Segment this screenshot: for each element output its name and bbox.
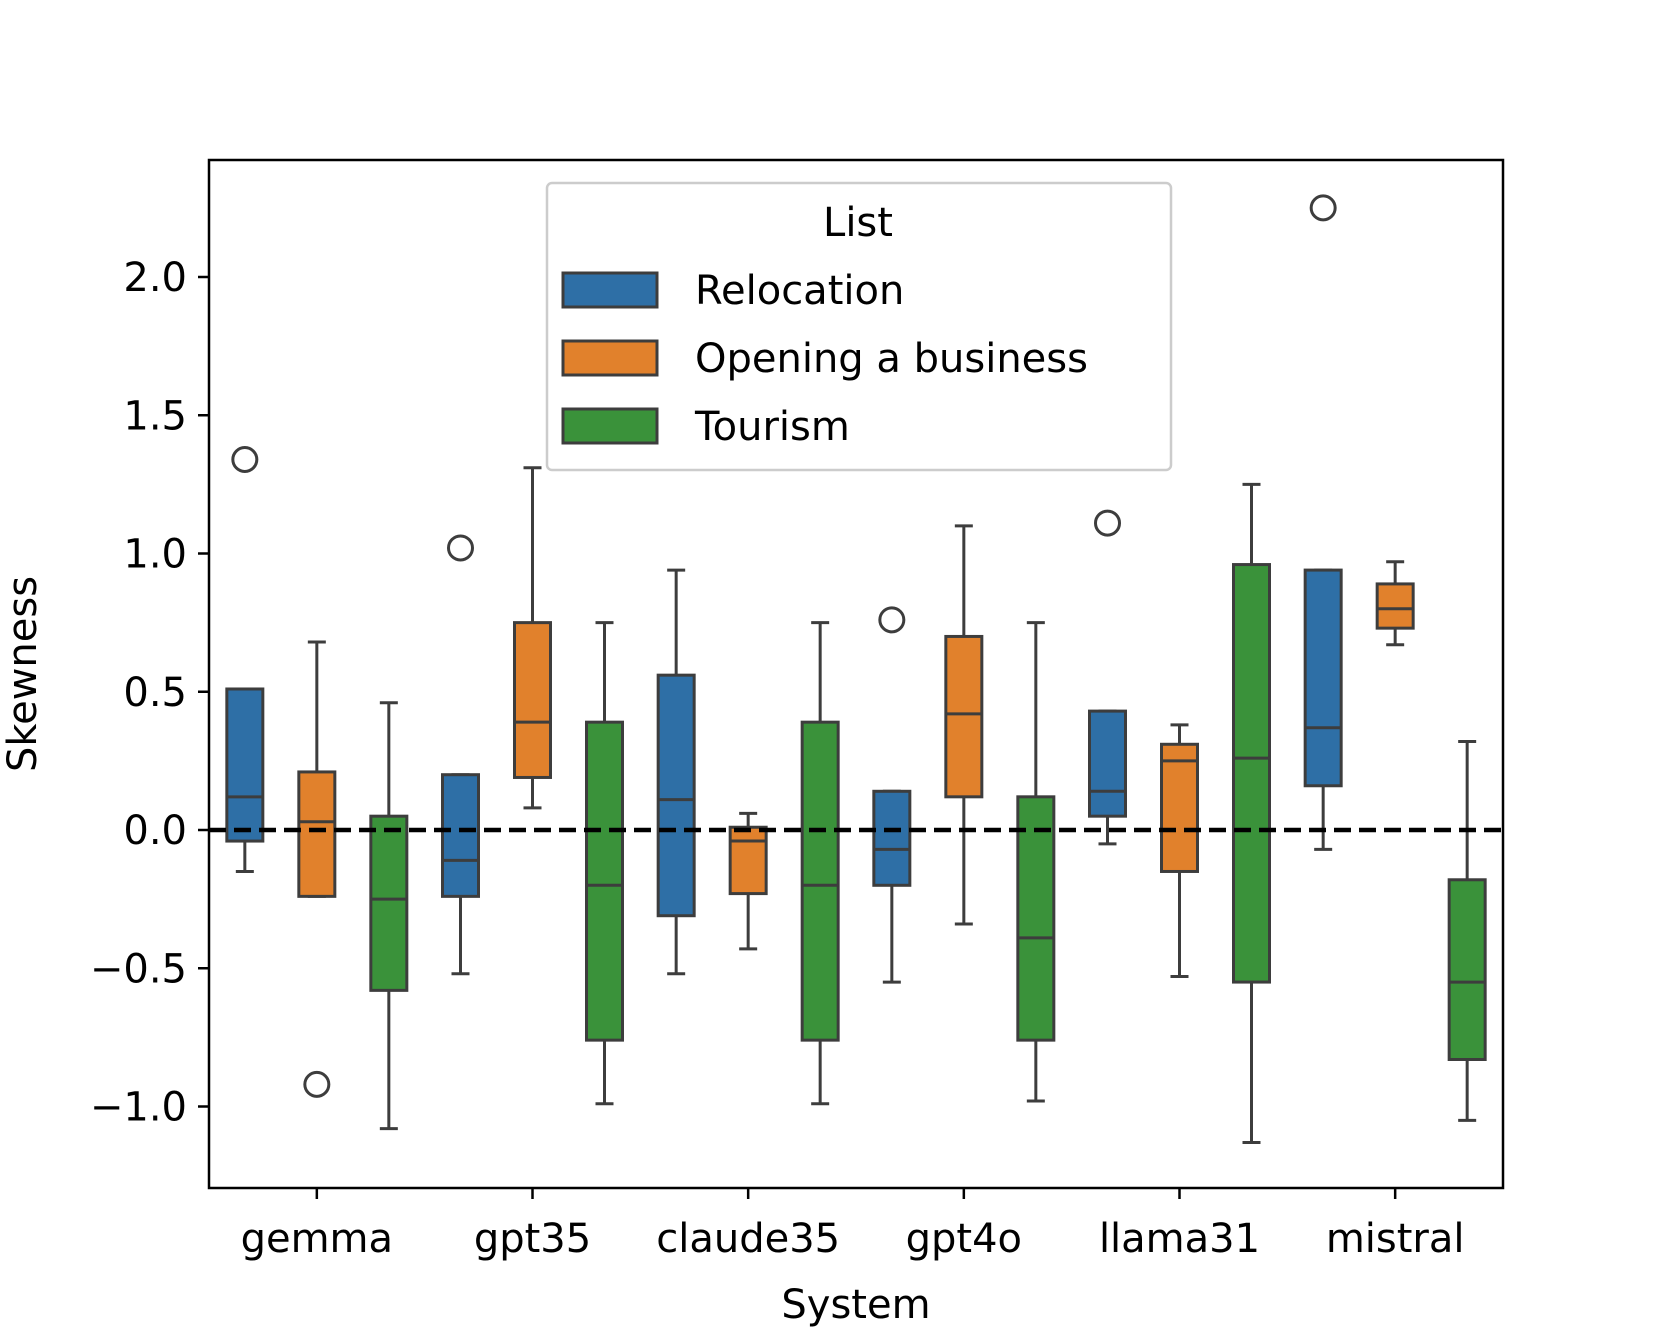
x-tick-label: mistral [1326,1216,1465,1262]
box-iqr [728,825,768,896]
x-tick-label: gpt35 [474,1216,591,1262]
x-tick-label: llama31 [1099,1216,1260,1262]
box-llama31-2 [1232,482,1271,1144]
outlier-point [303,1070,331,1098]
box-claude35-1 [728,811,768,951]
legend: List Relocation Opening a business Tourism [545,181,1173,472]
x-tick-label: gemma [241,1216,393,1262]
legend-swatch [561,407,659,445]
x-axis: gemma gpt35 claude35 gpt4o llama31 mistral [241,1188,1465,1262]
outlier-point [1094,509,1121,537]
legend-label: Tourism [694,404,850,450]
box-gemma-2 [369,701,409,1131]
y-tick-label: −0.5 [90,946,187,992]
box-mistral-0 [1303,194,1343,851]
box-iqr [1447,878,1487,1061]
y-tick-label: 1.0 [123,532,187,578]
box-iqr [585,720,624,1042]
box-iqr [513,621,552,779]
legend-swatch [561,339,659,377]
legend-item: Relocation [561,268,904,314]
box-iqr [944,634,984,799]
x-tick-label: gpt4o [906,1216,1022,1262]
legend-items: Relocation Opening a business Tourism [561,268,1088,450]
legend-title: List [823,200,893,246]
box-gemma-1 [297,640,337,1098]
outlier-point [231,445,259,473]
box-iqr [441,773,480,898]
x-axis-label: System [781,1282,930,1328]
box-mistral-1 [1375,560,1415,647]
box-gpt4o-1 [944,524,984,926]
box-iqr [1088,709,1127,818]
box-gpt35-0 [441,534,480,976]
box-iqr [297,770,337,898]
boxes-layer [225,194,1487,1144]
legend-label: Relocation [695,268,904,314]
y-tick-label: 0.0 [123,808,187,854]
box-claude35-0 [656,568,696,976]
y-axis: −1.0 −0.5 0.0 0.5 1.0 1.5 2.0 [90,255,209,1131]
outlier-point [878,606,906,634]
box-iqr [1303,568,1343,788]
outlier-point [447,534,474,562]
box-iqr [1016,795,1056,1042]
plot-frame [207,158,1505,1190]
box-llama31-1 [1160,723,1199,979]
legend-item: Opening a business [561,336,1088,382]
box-iqr [872,789,912,887]
legend-label: Opening a business [695,336,1088,382]
box-iqr [656,673,696,918]
y-tick-label: 1.5 [123,393,187,439]
y-tick-label: −1.0 [90,1085,187,1131]
box-gpt35-2 [585,621,624,1106]
box-iqr [1232,563,1271,984]
box-mistral-2 [1447,740,1487,1122]
box-iqr [369,814,409,992]
box-gpt35-1 [513,466,552,810]
legend-item: Tourism [561,404,850,450]
y-axis-label: Skewness [0,576,46,772]
box-iqr [800,720,840,1042]
x-tick-label: claude35 [656,1216,840,1262]
box-claude35-2 [800,621,840,1106]
box-iqr [1160,742,1199,873]
box-gpt4o-0 [872,606,912,984]
outlier-point [1309,194,1337,222]
y-tick-label: 2.0 [123,255,187,301]
box-iqr [1375,582,1415,630]
box-iqr [225,687,265,843]
box-gpt4o-2 [1016,621,1056,1103]
y-tick-label: 0.5 [123,670,187,716]
box-llama31-0 [1088,509,1127,846]
box-gemma-0 [225,445,265,873]
legend-frame [545,181,1173,472]
legend-swatch [561,271,659,309]
